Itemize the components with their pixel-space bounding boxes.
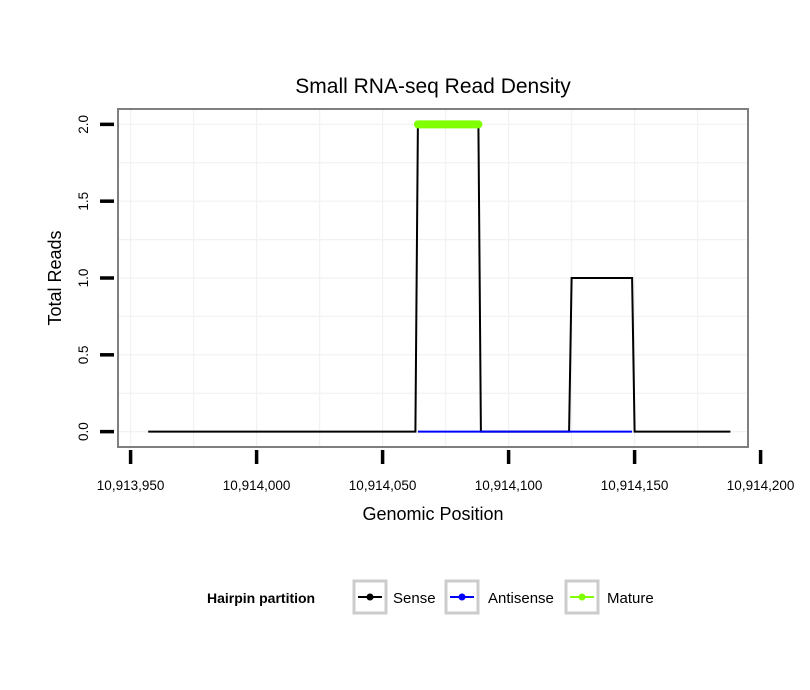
x-axis-label: Genomic Position: [362, 504, 503, 524]
y-tick-label: 1.5: [76, 192, 91, 211]
axes: 10,913,950 10,914,000 10,914,050 10,914,100…: [76, 115, 794, 493]
y-tick-label: 1.0: [76, 269, 91, 288]
legend-key-point: [366, 593, 374, 601]
x-tick-label: 10,913,950: [97, 478, 165, 493]
legend-key-point: [458, 593, 466, 601]
y-tick-label: 0.5: [76, 345, 91, 364]
legend-label-sense: Sense: [393, 590, 436, 607]
x-tick-label: 10,914,150: [601, 478, 669, 493]
legend-key-point: [578, 593, 586, 601]
series-layer: [148, 120, 731, 433]
x-tick-label: 10,914,000: [223, 478, 291, 493]
legend-title: Hairpin partition: [207, 590, 315, 606]
y-axis-label: Total Reads: [45, 230, 65, 325]
legend-label-antisense: Antisense: [488, 590, 554, 607]
legend: Hairpin partition Sense Antisense Mature: [207, 579, 654, 615]
chart-title: Small RNA-seq Read Density: [295, 75, 571, 98]
x-tick-label: 10,914,200: [727, 478, 795, 493]
legend-entries: Sense Antisense Mature: [352, 579, 654, 615]
y-tick-label: 0.0: [76, 422, 91, 441]
legend-label-mature: Mature: [607, 590, 654, 607]
x-tick-label: 10,914,100: [475, 478, 543, 493]
plot-border: [117, 108, 749, 448]
x-tick-label: 10,914,050: [349, 478, 417, 493]
y-tick-label: 2.0: [76, 115, 91, 134]
